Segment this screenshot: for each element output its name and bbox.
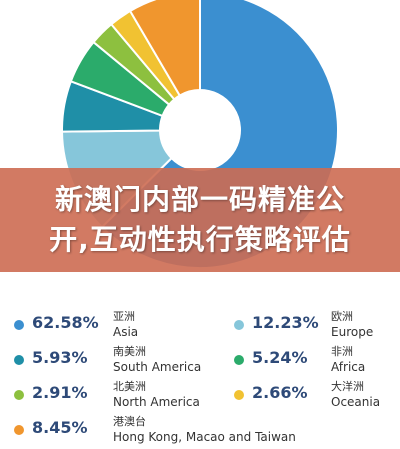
legend-item-north-america: 2.91% 北美洲 North America <box>14 378 214 412</box>
legend-label-en: Asia <box>113 325 139 339</box>
legend-dot-africa <box>234 355 244 365</box>
title-banner: 新澳门内部一码精准公 开,互动性执行策略评估 <box>0 168 400 272</box>
chart-legend: 62.58% 亚洲 Asia 12.23% 欧洲 Europe 5.93% 南美… <box>0 300 400 449</box>
legend-names-europe: 欧洲 Europe <box>331 310 373 340</box>
legend-names-south-america: 南美洲 South America <box>113 345 201 375</box>
legend-dot-asia <box>14 320 24 330</box>
banner-title-line-1: 新澳门内部一码精准公 <box>54 183 345 216</box>
legend-item-south-america: 5.93% 南美洲 South America <box>14 343 214 377</box>
legend-label-en: North America <box>113 395 200 409</box>
legend-names-oceania: 大洋洲 Oceania <box>331 380 380 410</box>
legend-names-africa: 非洲 Africa <box>331 345 365 375</box>
legend-label-zh: 非洲 <box>331 345 353 358</box>
legend-dot-hk-macao-taiwan <box>14 425 24 435</box>
legend-value-oceania: 2.66% <box>252 383 308 402</box>
legend-label-en: Oceania <box>331 395 381 409</box>
legend-value-africa: 5.24% <box>252 348 308 367</box>
legend-label-zh: 欧洲 <box>331 310 353 323</box>
legend-item-europe: 12.23% 欧洲 Europe <box>234 308 394 342</box>
legend-value-asia: 62.58% <box>32 313 99 332</box>
legend-item-hk-macao-taiwan: 8.45% 港澳台 Hong Kong, Macao and Taiwan <box>14 413 344 447</box>
legend-value-south-america: 5.93% <box>32 348 88 367</box>
legend-item-oceania: 2.66% 大洋洲 Oceania <box>234 378 394 412</box>
legend-dot-north-america <box>14 390 24 400</box>
legend-names-asia: 亚洲 Asia <box>113 310 138 340</box>
legend-label-en: Africa <box>331 360 366 374</box>
legend-label-zh: 亚洲 <box>113 310 135 323</box>
legend-item-asia: 62.58% 亚洲 Asia <box>14 308 214 342</box>
legend-label-zh: 大洋洲 <box>331 380 364 393</box>
legend-label-en: South America <box>113 360 202 374</box>
legend-label-en: Europe <box>331 325 374 339</box>
legend-value-europe: 12.23% <box>252 313 319 332</box>
legend-label-zh: 南美洲 <box>113 345 146 358</box>
legend-dot-europe <box>234 320 244 330</box>
legend-label-zh: 港澳台 <box>113 415 146 428</box>
legend-dot-south-america <box>14 355 24 365</box>
banner-title-line-2: 开,互动性执行策略评估 <box>49 223 351 256</box>
legend-names-north-america: 北美洲 North America <box>113 380 200 410</box>
donut-slice-hong-kong-macao-and-taiwan <box>128 0 201 97</box>
legend-names-hk-macao-taiwan: 港澳台 Hong Kong, Macao and Taiwan <box>113 415 296 445</box>
legend-label-en: Hong Kong, Macao and Taiwan <box>113 430 296 444</box>
legend-value-hk-macao-taiwan: 8.45% <box>32 418 88 437</box>
legend-value-north-america: 2.91% <box>32 383 88 402</box>
legend-label-zh: 北美洲 <box>113 380 146 393</box>
legend-item-africa: 5.24% 非洲 Africa <box>234 343 394 377</box>
legend-dot-oceania <box>234 390 244 400</box>
